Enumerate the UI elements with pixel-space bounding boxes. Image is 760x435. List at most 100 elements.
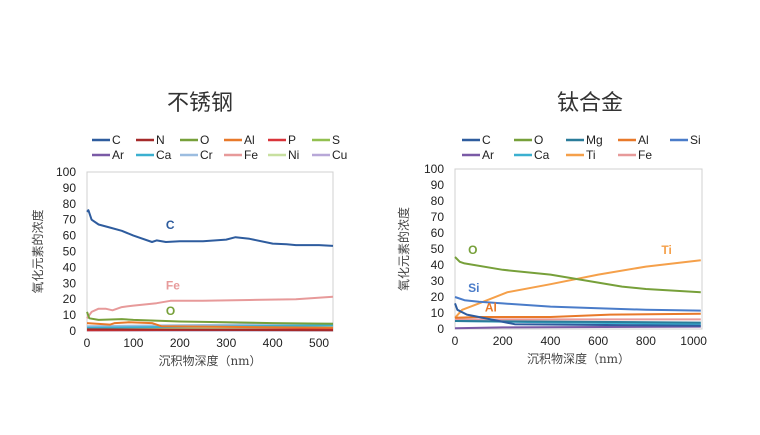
annotation-Ti: Ti [661,243,671,257]
x-tick-label: 400 [540,334,560,348]
x-tick-label: 800 [636,334,656,348]
y-tick-label: 100 [56,165,76,179]
legend-item-O: O [514,133,543,147]
legend-label: Fe [244,148,258,162]
legend-item-Ar: Ar [462,148,494,162]
x-tick-label: 500 [309,336,329,350]
legend-label: C [112,133,121,147]
x-tick-label: 300 [216,336,236,350]
legend-item-Mg: Mg [566,133,603,147]
annotation-C: C [166,218,175,232]
legend-item-O: O [180,133,209,147]
x-axis-label: 沉积物深度（nm） [158,353,261,368]
x-tick-label: 200 [493,334,513,348]
annotation-O: O [468,243,477,257]
x-axis-label: 沉积物深度（nm） [527,351,630,366]
legend-label: Ca [534,148,550,162]
legend-label: C [482,133,491,147]
y-tick-label: 20 [63,292,77,306]
y-tick-label: 20 [431,290,445,304]
legend-item-Ar: Ar [92,148,124,162]
y-tick-label: 100 [424,162,444,176]
legend-label: Cr [200,148,213,162]
legend-label: Ni [288,148,299,162]
y-tick-label: 10 [63,308,77,322]
annotation-Si: Si [468,281,479,295]
x-tick-label: 600 [588,334,608,348]
x-tick-label: 0 [84,336,91,350]
legend-label: Ti [586,148,596,162]
x-tick-label: 0 [452,334,459,348]
series-line-Fe [86,295,334,319]
legend-label: Cu [332,148,347,162]
plot-area [454,168,703,330]
y-tick-label: 70 [431,210,445,224]
chart-title: 钛合金 [557,91,623,116]
legend-item-Cr: Cr [180,148,213,162]
series-line-Si [454,296,701,312]
y-tick-label: 60 [431,226,445,240]
y-tick-label: 70 [63,213,77,227]
legend-label: Al [638,133,649,147]
series-line-O [454,256,701,294]
y-tick-label: 30 [431,274,445,288]
legend-item-Al: Al [618,133,649,147]
y-axis-label: 氧化元素的浓度 [396,207,411,291]
y-tick-label: 0 [437,322,444,336]
series-line-Al [454,312,701,319]
x-tick-label: 200 [170,336,190,350]
legend-label: Ar [112,148,124,162]
y-tick-label: 40 [63,260,77,274]
legend-label: O [534,133,543,147]
y-tick-label: 90 [63,181,77,195]
legend-item-P: P [268,133,296,147]
legend-label: N [156,133,165,147]
y-tick-label: 80 [431,194,445,208]
legend-item-Fe: Fe [618,148,652,162]
annotation-Fe: Fe [166,279,180,293]
legend-item-C: C [462,133,491,147]
legend-item-S: S [312,133,340,147]
series-line-N [86,328,334,332]
legend-label: Si [690,133,701,147]
x-tick-label: 100 [123,336,143,350]
y-axis-label: 氧化元素的浓度 [30,209,45,293]
legend-item-Ca: Ca [136,148,172,162]
y-tick-label: 80 [63,197,77,211]
chart-2: 钛合金 C O Mg Al Si Ar Ca Ti Fe 0 10 20 30 40 50 60 70 80 90 10… [396,91,707,366]
legend-item-Fe: Fe [224,148,258,162]
y-tick-label: 0 [69,324,76,338]
legend-label: Ca [156,148,172,162]
y-tick-label: 30 [63,276,77,290]
series-line-C [86,209,334,247]
legend-label: Fe [638,148,652,162]
annotation-O: O [166,304,175,318]
chart-title: 不锈钢 [167,91,233,116]
legend-label: O [200,133,209,147]
legend-item-Ti: Ti [566,148,596,162]
series-line-Ar [454,325,701,330]
y-tick-label: 90 [431,178,445,192]
series-line-O [86,311,334,325]
annotation-Al: Al [485,300,497,314]
series-line-Ti [454,259,701,319]
y-tick-label: 40 [431,258,445,272]
legend-item-Ni: Ni [268,148,299,162]
legend-item-C: C [92,133,121,147]
legend-item-Al: Al [224,133,255,147]
legend-item-N: N [136,133,165,147]
y-tick-label: 10 [431,306,445,320]
legend-label: Al [244,133,255,147]
x-tick-label: 400 [263,336,283,350]
legend-label: Ar [482,148,494,162]
legend-item-Si: Si [670,133,701,147]
legend-item-Ca: Ca [514,148,550,162]
y-tick-label: 60 [63,229,77,243]
legend-item-Cu: Cu [312,148,347,162]
y-tick-label: 50 [63,245,77,259]
legend-label: Mg [586,133,603,147]
y-tick-label: 50 [431,242,445,256]
x-tick-label: 1000 [680,334,707,348]
